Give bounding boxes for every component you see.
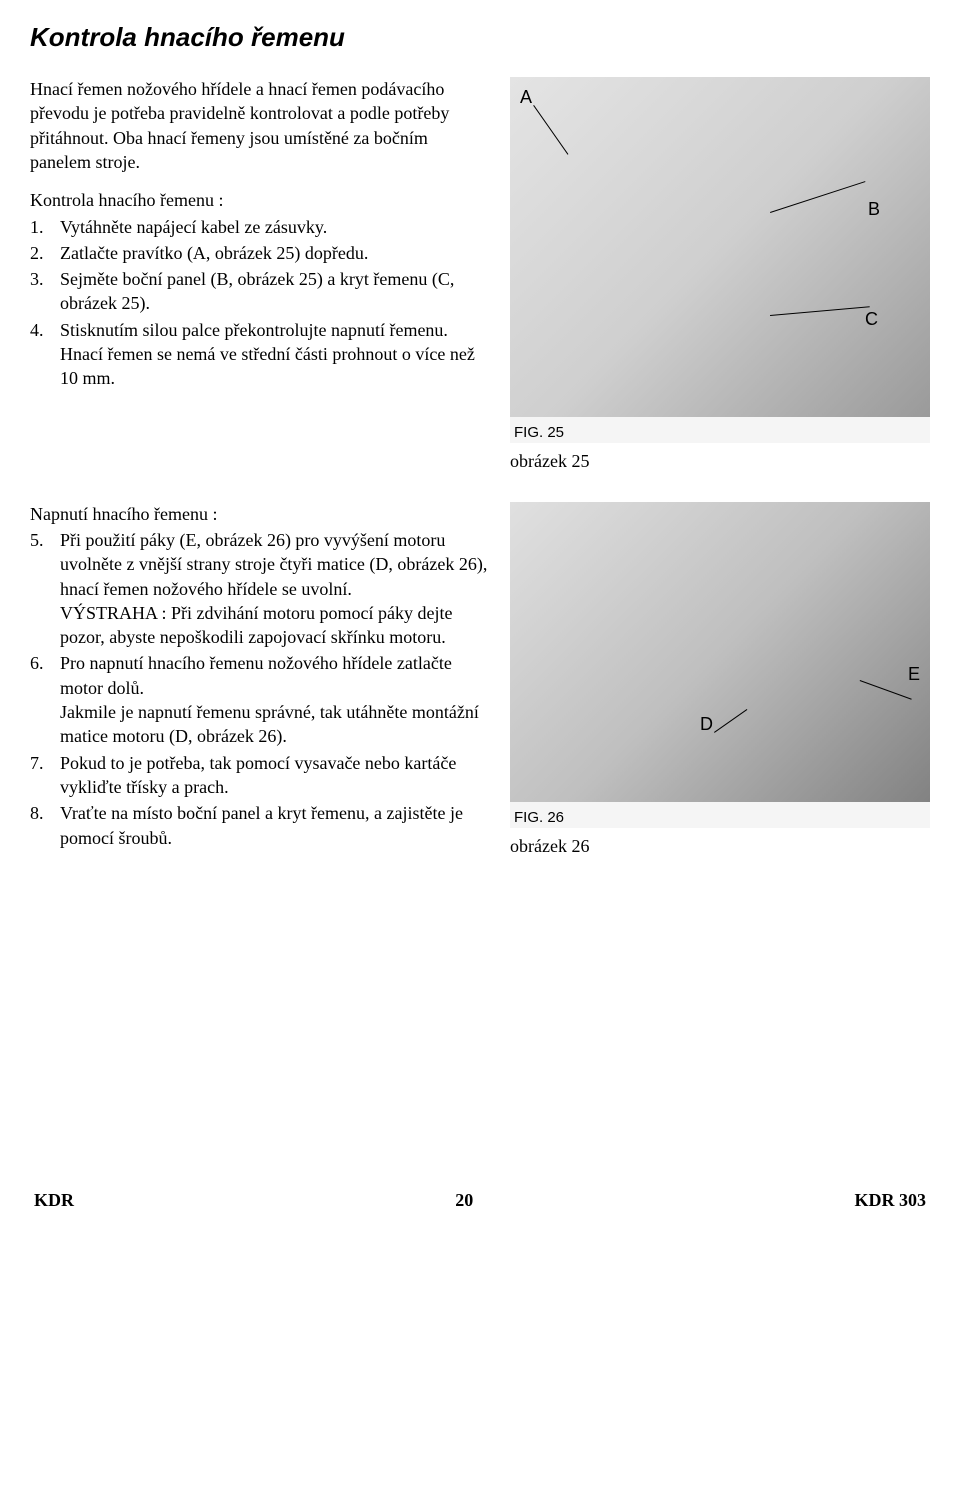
footer-right: KDR 303 <box>855 1188 927 1212</box>
step-text: Při použití páky (E, obrázek 26) pro vyv… <box>60 528 490 649</box>
step-7: 7. Pokud to je potřeba, tak pomocí vysav… <box>30 751 490 800</box>
step-3: 3. Sejměte boční panel (B, obrázek 25) a… <box>30 267 490 316</box>
figure-25-caption: obrázek 25 <box>510 449 930 473</box>
figure-25-image: A B C <box>510 77 930 417</box>
figure-26-internal-caption: FIG. 26 <box>510 808 930 828</box>
step-text: Stisknutím silou palce překontrolujte na… <box>60 318 490 391</box>
page-footer: KDR 20 KDR 303 <box>30 1188 930 1212</box>
step-1: 1. Vytáhněte napájecí kabel ze zásuvky. <box>30 215 490 239</box>
step-num: 5. <box>30 528 60 649</box>
figure-26-column: D E FIG. 26 obrázek 26 <box>510 502 930 859</box>
step-text: Vytáhněte napájecí kabel ze zásuvky. <box>60 215 490 239</box>
figure-26-image: D E <box>510 502 930 802</box>
section-1-steps: 1. Vytáhněte napájecí kabel ze zásuvky. … <box>30 215 490 391</box>
figure-25-internal-caption: FIG. 25 <box>510 423 930 443</box>
footer-center: 20 <box>455 1188 473 1212</box>
page-title: Kontrola hnacího řemenu <box>30 20 930 55</box>
step-text: Vraťte na místo boční panel a kryt řemen… <box>60 801 490 850</box>
leader-line-d <box>714 709 747 733</box>
leader-line-e <box>860 680 912 700</box>
step-num: 4. <box>30 318 60 391</box>
step-num: 1. <box>30 215 60 239</box>
section-1-row: Hnací řemen nožového hřídele a hnací řem… <box>30 77 930 474</box>
step-num: 7. <box>30 751 60 800</box>
step-text: Zatlačte pravítko (A, obrázek 25) dopřed… <box>60 241 490 265</box>
figure-26-box: D E FIG. 26 <box>510 502 930 828</box>
step-num: 8. <box>30 801 60 850</box>
figure-label-c: C <box>865 307 878 331</box>
figure-26-caption: obrázek 26 <box>510 834 930 858</box>
footer-left: KDR <box>34 1188 74 1212</box>
step-4: 4. Stisknutím silou palce překontrolujte… <box>30 318 490 391</box>
figure-25-column: A B C FIG. 25 obrázek 25 <box>510 77 930 474</box>
section-1-text: Hnací řemen nožového hřídele a hnací řem… <box>30 77 490 393</box>
step-text: Sejměte boční panel (B, obrázek 25) a kr… <box>60 267 490 316</box>
step-6: 6. Pro napnutí hnacího řemenu nožového h… <box>30 651 490 748</box>
leader-line-a <box>533 105 568 155</box>
section-1-heading: Kontrola hnacího řemenu : <box>30 188 490 212</box>
step-num: 6. <box>30 651 60 748</box>
figure-label-a: A <box>520 85 532 109</box>
step-8: 8. Vraťte na místo boční panel a kryt ře… <box>30 801 490 850</box>
step-num: 2. <box>30 241 60 265</box>
figure-label-e: E <box>908 662 920 686</box>
step-text: Pokud to je potřeba, tak pomocí vysavače… <box>60 751 490 800</box>
step-text: Pro napnutí hnacího řemenu nožového hříd… <box>60 651 490 748</box>
section-2-row: Napnutí hnacího řemenu : 5. Při použití … <box>30 502 930 859</box>
leader-line-c <box>770 306 870 316</box>
leader-line-b <box>770 181 865 213</box>
section-2-steps: 5. Při použití páky (E, obrázek 26) pro … <box>30 528 490 850</box>
figure-label-d: D <box>700 712 713 736</box>
figure-25-box: A B C FIG. 25 <box>510 77 930 443</box>
intro-paragraph: Hnací řemen nožového hřídele a hnací řem… <box>30 77 490 174</box>
section-2-text: Napnutí hnacího řemenu : 5. Při použití … <box>30 502 490 852</box>
step-num: 3. <box>30 267 60 316</box>
figure-label-b: B <box>868 197 880 221</box>
section-2-heading: Napnutí hnacího řemenu : <box>30 502 490 526</box>
step-2: 2. Zatlačte pravítko (A, obrázek 25) dop… <box>30 241 490 265</box>
step-5: 5. Při použití páky (E, obrázek 26) pro … <box>30 528 490 649</box>
